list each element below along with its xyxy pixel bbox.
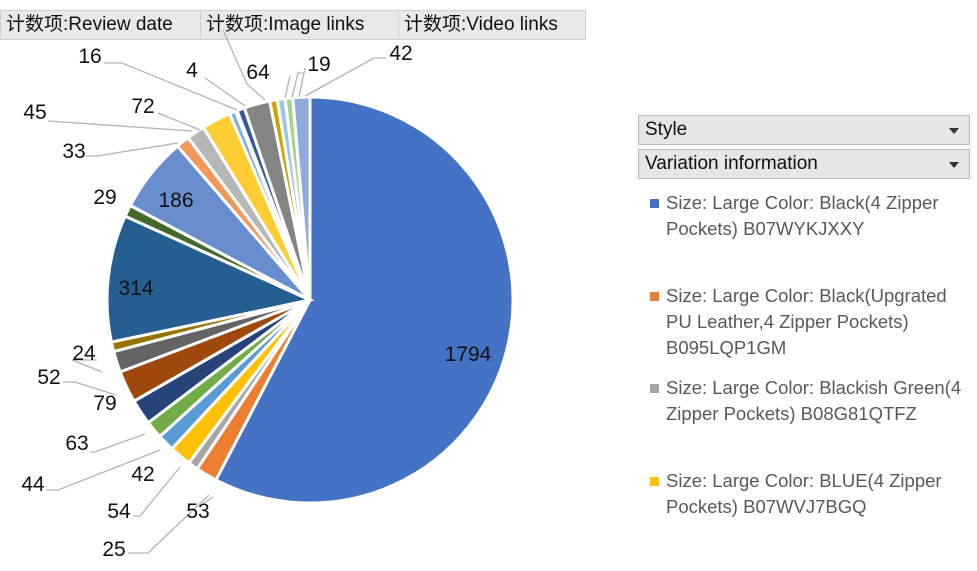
video-links-field-button[interactable]: 计数项:Video links <box>398 10 586 40</box>
legend-label: Size: Large Color: Black(Upgrated PU Lea… <box>666 285 947 358</box>
leader-line-14 <box>291 72 303 98</box>
leader-line-0 <box>199 496 214 507</box>
leader-line-13 <box>284 75 291 99</box>
leader-line-2 <box>133 466 181 517</box>
leader-line-15 <box>298 67 306 98</box>
legend-item: Size: Large Color: BLUE(4 Zipper Pockets… <box>650 468 968 520</box>
dropdown-arrow-icon[interactable] <box>949 162 959 168</box>
pie-chart: 1794 53 25 54 42 44 63 79 52 24 314 29 1… <box>21 29 515 561</box>
data-label-42-top: 42 <box>389 42 412 65</box>
variation-slicer[interactable]: Variation information <box>638 149 970 179</box>
data-label-16: 16 <box>78 45 101 68</box>
pie-slice-0 <box>213 95 515 505</box>
legend-swatch <box>650 199 659 208</box>
data-label-53: 53 <box>186 500 209 523</box>
data-label-44: 44 <box>21 473 45 496</box>
legend-swatch <box>650 477 659 486</box>
data-label-52: 52 <box>37 366 60 389</box>
style-slicer-label: Style <box>645 119 688 140</box>
data-label-64: 64 <box>246 61 270 84</box>
data-label-45: 45 <box>23 101 46 124</box>
leader-line-12 <box>222 29 266 101</box>
data-label-42-left: 42 <box>131 463 154 486</box>
legend-item: Size: Large Color: Blackish Green(4 Zipp… <box>650 375 968 427</box>
data-label-19: 19 <box>307 53 330 76</box>
leader-line-7 <box>86 142 179 157</box>
dropdown-arrow-icon[interactable] <box>949 128 959 134</box>
legend-label: Size: Large Color: Black(4 Zipper Pocket… <box>666 192 939 239</box>
leader-line-11 <box>204 77 246 107</box>
variation-slicer-label: Variation information <box>645 153 818 174</box>
leader-line-9 <box>157 112 201 131</box>
data-label-54: 54 <box>107 500 131 523</box>
legend-swatch <box>650 292 659 301</box>
data-label-79: 79 <box>93 392 116 415</box>
data-label-29: 29 <box>93 186 116 209</box>
image-links-field-button[interactable]: 计数项:Image links <box>200 10 401 40</box>
leader-line-5 <box>63 381 117 396</box>
leader-line-8 <box>47 120 193 132</box>
leader-lines <box>46 29 386 554</box>
leader-line-1 <box>128 494 210 554</box>
leader-line-16 <box>304 57 386 97</box>
data-label-186: 186 <box>158 189 193 212</box>
leader-line-6 <box>71 359 103 373</box>
data-label-1794: 1794 <box>445 343 492 366</box>
data-label-4: 4 <box>186 59 198 82</box>
leader-line-4 <box>90 433 146 453</box>
pie-slice-23 <box>291 95 312 301</box>
pie-slice-10 <box>105 214 315 344</box>
data-label-314: 314 <box>118 277 153 300</box>
review-date-field-button[interactable]: 计数项:Review date <box>0 10 205 40</box>
style-slicer[interactable]: Style <box>638 115 970 145</box>
legend-label: Size: Large Color: BLUE(4 Zipper Pockets… <box>666 470 942 517</box>
data-label-63: 63 <box>65 432 88 455</box>
data-label-72: 72 <box>131 95 154 118</box>
leader-line-3 <box>46 449 161 491</box>
data-label-24: 24 <box>72 342 96 365</box>
legend-label: Size: Large Color: Blackish Green(4 Zipp… <box>666 377 962 424</box>
data-label-33: 33 <box>62 140 85 163</box>
legend-item: Size: Large Color: Black(4 Zipper Pocket… <box>650 190 968 242</box>
legend-item: Size: Large Color: Black(Upgrated PU Lea… <box>650 283 968 361</box>
pie-slices <box>105 95 515 505</box>
data-label-25: 25 <box>102 538 125 561</box>
legend-swatch <box>650 384 659 393</box>
data-labels: 1794 53 25 54 42 44 63 79 52 24 314 29 1… <box>21 42 491 561</box>
leader-line-10 <box>104 62 238 111</box>
